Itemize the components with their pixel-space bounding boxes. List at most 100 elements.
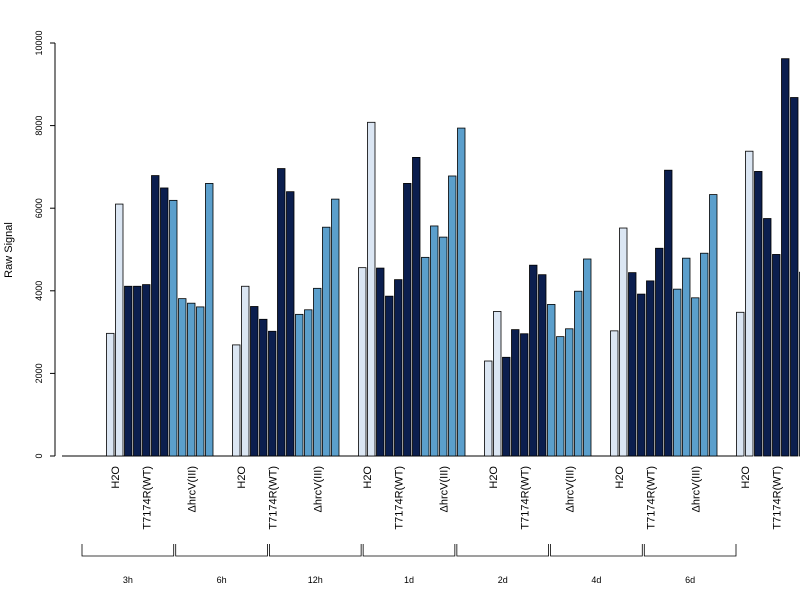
category-label: T7174R(WT) <box>771 466 783 530</box>
bar <box>232 344 241 457</box>
bar <box>457 127 466 457</box>
bar <box>655 247 664 457</box>
bar <box>691 297 700 457</box>
bar <box>268 330 277 457</box>
bar <box>529 264 538 457</box>
group-label: 4d <box>591 575 601 585</box>
bar <box>241 285 250 457</box>
bar <box>295 313 304 457</box>
bar <box>700 252 709 457</box>
category-label: ΔhrcV(III) <box>690 466 702 512</box>
bar <box>439 236 448 457</box>
category-label: H2O <box>110 466 122 489</box>
y-tick-label: 2000 <box>34 363 44 383</box>
bar <box>664 169 673 457</box>
bar <box>331 198 340 457</box>
bar <box>565 328 574 457</box>
bar <box>358 267 367 457</box>
bar <box>520 333 529 457</box>
bar <box>277 168 286 457</box>
bar <box>556 336 565 457</box>
bar <box>322 226 331 457</box>
bar <box>394 279 403 457</box>
bar <box>304 309 313 457</box>
category-label: H2O <box>740 466 752 489</box>
category-label: ΔhrcV(III) <box>438 466 450 512</box>
bar <box>169 199 178 457</box>
bar <box>313 287 322 457</box>
bar <box>448 175 457 457</box>
group-label: 12h <box>308 575 323 585</box>
bar <box>124 285 133 457</box>
bar <box>286 191 295 457</box>
bar <box>493 311 502 457</box>
bar <box>106 332 115 457</box>
bar <box>583 258 592 457</box>
group-bracket <box>175 544 268 557</box>
bar <box>430 225 439 457</box>
y-tick-label: 8000 <box>34 116 44 136</box>
category-label: H2O <box>488 466 500 489</box>
bar <box>781 58 790 457</box>
category-label: H2O <box>614 466 626 489</box>
bar <box>790 97 799 457</box>
bar <box>682 257 691 457</box>
y-tick-label: 10000 <box>34 30 44 55</box>
bar <box>151 175 160 457</box>
bar <box>610 330 619 457</box>
bar <box>133 285 142 457</box>
group-label: 3h <box>123 575 133 585</box>
bar <box>709 194 718 457</box>
bar <box>763 218 772 457</box>
bar <box>511 329 520 457</box>
bar <box>736 311 745 457</box>
bar <box>745 150 754 457</box>
group-bracket <box>643 544 737 557</box>
category-label: T7174R(WT) <box>645 466 657 530</box>
group-bracket <box>362 544 456 557</box>
y-tick-label: 0 <box>34 453 44 458</box>
bar <box>250 306 259 457</box>
group-label: 6h <box>217 575 227 585</box>
bar <box>259 318 268 457</box>
category-label: ΔhrcV(III) <box>186 466 198 512</box>
bar <box>637 293 646 457</box>
bar <box>538 274 547 457</box>
bar <box>646 280 655 457</box>
bar <box>619 227 628 457</box>
bar <box>412 157 421 457</box>
group-brackets: 3h 6h 12h 1d 2d 4d 6d <box>81 544 737 585</box>
category-labels: H2O T7174R(WT) ΔhrcV(III) H2O T7174R(WT) Δhrc… <box>110 466 784 530</box>
bar <box>385 295 394 457</box>
category-label: H2O <box>362 466 374 489</box>
bars <box>106 58 800 457</box>
bar <box>673 288 682 457</box>
bar <box>196 306 205 457</box>
y-axis: 0 2000 4000 6000 8000 10000 <box>34 30 56 459</box>
bar <box>115 203 124 457</box>
group-label: 1d <box>404 575 414 585</box>
bar <box>421 256 430 457</box>
category-label: T7174R(WT) <box>267 466 279 530</box>
bar <box>574 290 583 457</box>
bar <box>754 171 763 457</box>
bar <box>367 121 376 457</box>
y-axis-label: Raw Signal <box>3 222 15 278</box>
bar <box>376 267 385 457</box>
group-label: 2d <box>498 575 508 585</box>
bar <box>547 304 556 457</box>
bar <box>484 360 493 457</box>
bar <box>187 302 196 457</box>
category-label: T7174R(WT) <box>141 466 153 530</box>
bar <box>142 284 151 457</box>
bar <box>628 272 637 457</box>
group-bracket <box>81 544 175 557</box>
group-label: 6d <box>685 575 695 585</box>
bar <box>178 298 187 457</box>
group-bracket <box>269 544 362 557</box>
group-bracket <box>550 544 643 557</box>
category-label: T7174R(WT) <box>393 466 405 530</box>
bar <box>502 356 511 457</box>
category-label: ΔhrcV(III) <box>312 466 324 512</box>
